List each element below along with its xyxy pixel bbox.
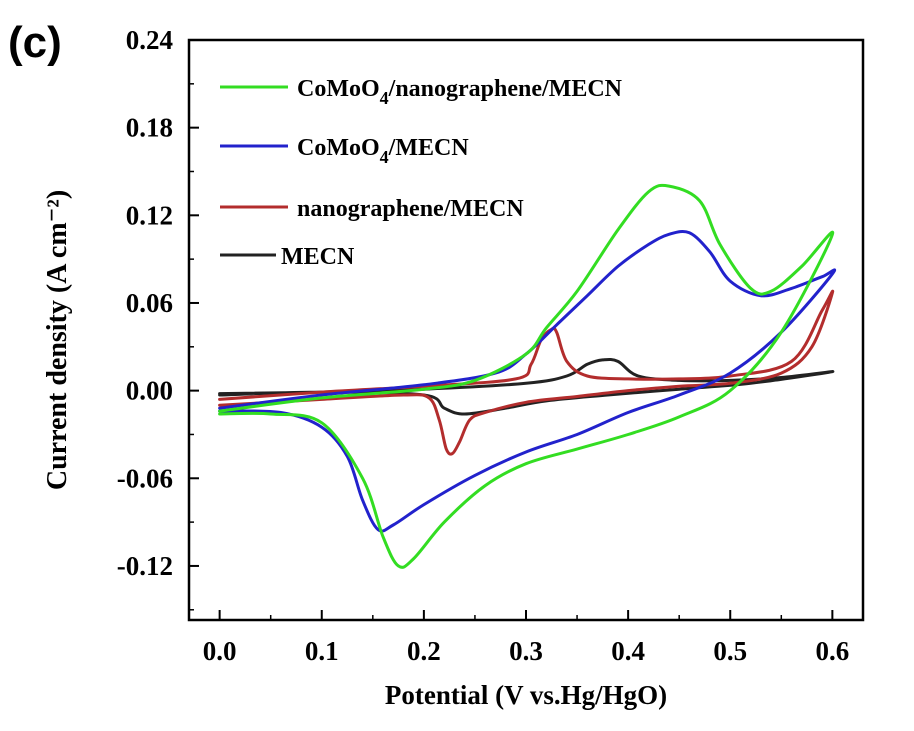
legend-label: MECN bbox=[281, 244, 355, 270]
x-tick-label: 0.1 bbox=[305, 636, 339, 666]
x-tick-label: 0.5 bbox=[713, 636, 747, 666]
y-tick-label: -0.12 bbox=[117, 551, 173, 581]
x-tick-label: 0.2 bbox=[407, 636, 441, 666]
series-line bbox=[218, 357, 834, 416]
ticks-layer: 0.0 0.1 0.2 0.3 0.4 0.5 0.6 -0.12 -0.06 0.00 0.06 0… bbox=[117, 25, 849, 666]
x-tick-label: 0.0 bbox=[203, 636, 237, 666]
y-axis-label: Current density (A cm⁻²) bbox=[42, 190, 73, 490]
x-tick-label: 0.3 bbox=[509, 636, 543, 666]
series-line bbox=[218, 289, 835, 456]
x-tick-label: 0.6 bbox=[815, 636, 849, 666]
y-tick-label: 0.12 bbox=[126, 200, 173, 230]
panel-label: (c) bbox=[8, 18, 62, 67]
legend-label-main: nanographene/MECN bbox=[297, 196, 524, 222]
legend-label-tail: /MECN bbox=[388, 135, 470, 161]
legend-label-main: MECN bbox=[281, 244, 355, 270]
legend-label: CoMoO4/nanographene/MECN bbox=[297, 76, 623, 108]
legend-label: CoMoO4/MECN bbox=[297, 135, 469, 167]
legend-label-main: CoMoO bbox=[297, 76, 380, 102]
legend: CoMoO4/nanographene/MECNCoMoO4/MECNnanog… bbox=[220, 76, 623, 270]
plot-frame bbox=[187, 38, 865, 622]
legend-label-tail: /nanographene/MECN bbox=[388, 76, 623, 102]
y-tick-label: 0.06 bbox=[126, 288, 173, 318]
legend-label-subscript: 4 bbox=[380, 88, 389, 108]
x-axis-label: Potential (V vs.Hg/HgO) bbox=[385, 680, 667, 710]
series-line bbox=[218, 183, 835, 569]
y-tick-label: 0.00 bbox=[126, 376, 173, 406]
legend-label-main: CoMoO bbox=[297, 135, 380, 161]
x-tick-label: 0.4 bbox=[611, 636, 645, 666]
y-tick-label: -0.06 bbox=[117, 463, 173, 493]
y-tick-label: 0.18 bbox=[126, 113, 173, 143]
legend-label: nanographene/MECN bbox=[297, 196, 524, 222]
curves-layer bbox=[218, 183, 837, 569]
legend-label-subscript: 4 bbox=[380, 147, 389, 167]
y-tick-label: 0.24 bbox=[126, 25, 173, 55]
